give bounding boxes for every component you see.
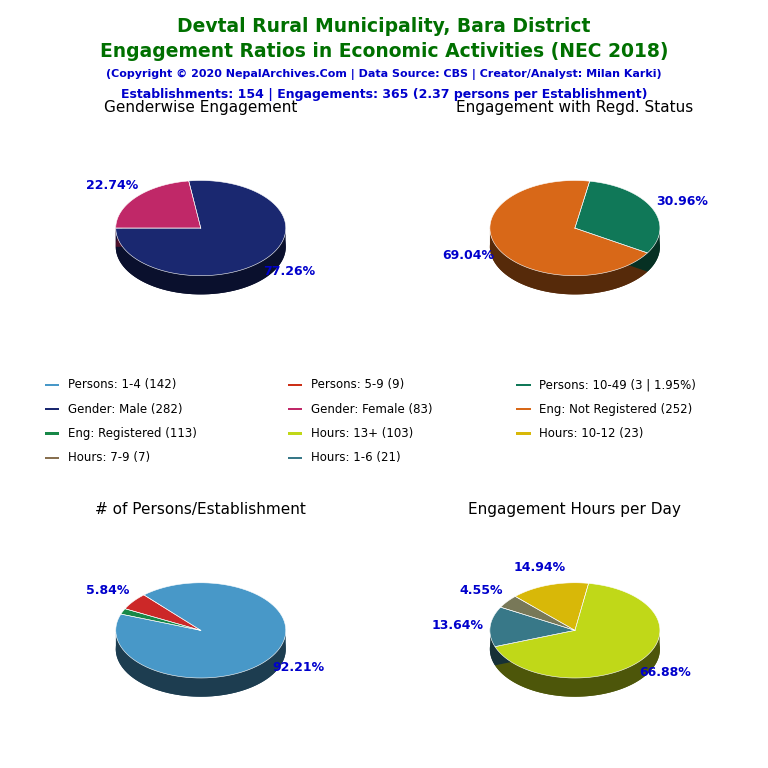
Polygon shape [515, 583, 588, 631]
Polygon shape [515, 601, 588, 649]
Bar [45, 432, 59, 435]
Polygon shape [116, 226, 286, 294]
Polygon shape [490, 226, 647, 294]
Polygon shape [490, 180, 647, 276]
Text: 22.74%: 22.74% [86, 178, 138, 191]
Title: Engagement with Regd. Status: Engagement with Regd. Status [456, 100, 694, 115]
Polygon shape [116, 627, 286, 697]
Text: Persons: 1-4 (142): Persons: 1-4 (142) [68, 379, 176, 392]
Polygon shape [495, 602, 660, 697]
Bar [45, 457, 59, 459]
Text: 14.94%: 14.94% [513, 561, 565, 574]
Polygon shape [647, 225, 660, 272]
Polygon shape [501, 597, 575, 631]
Bar [288, 383, 302, 386]
Polygon shape [116, 180, 286, 276]
Text: Gender: Female (83): Gender: Female (83) [310, 402, 432, 415]
Text: Hours: 1-6 (21): Hours: 1-6 (21) [310, 452, 400, 465]
Bar [45, 408, 59, 410]
Bar [516, 408, 531, 410]
Text: 13.64%: 13.64% [432, 619, 484, 631]
Bar [288, 408, 302, 410]
Polygon shape [116, 181, 200, 228]
Text: Hours: 10-12 (23): Hours: 10-12 (23) [539, 427, 644, 440]
Polygon shape [121, 627, 200, 649]
Text: 92.21%: 92.21% [272, 660, 324, 674]
Bar [45, 383, 59, 386]
Title: Engagement Hours per Day: Engagement Hours per Day [468, 502, 681, 518]
Text: Persons: 10-49 (3 | 1.95%): Persons: 10-49 (3 | 1.95%) [539, 379, 696, 392]
Polygon shape [501, 615, 575, 649]
Polygon shape [495, 584, 660, 678]
Polygon shape [490, 199, 647, 294]
Text: 30.96%: 30.96% [656, 194, 708, 207]
Polygon shape [125, 614, 200, 649]
Polygon shape [490, 626, 575, 665]
Polygon shape [575, 181, 660, 253]
Polygon shape [116, 601, 286, 697]
Text: Establishments: 154 | Engagements: 365 (2.37 persons per Establishment): Establishments: 154 | Engagements: 365 (… [121, 88, 647, 101]
Text: Hours: 13+ (103): Hours: 13+ (103) [310, 427, 413, 440]
Polygon shape [121, 609, 200, 631]
Bar [288, 457, 302, 459]
Bar [288, 432, 302, 435]
Polygon shape [116, 200, 200, 247]
Text: 69.04%: 69.04% [442, 249, 494, 262]
Text: Eng: Registered (113): Eng: Registered (113) [68, 427, 197, 440]
Text: Hours: 7-9 (7): Hours: 7-9 (7) [68, 452, 150, 465]
Text: Eng: Not Registered (252): Eng: Not Registered (252) [539, 402, 693, 415]
Text: Engagement Ratios in Economic Activities (NEC 2018): Engagement Ratios in Economic Activities… [100, 42, 668, 61]
Polygon shape [125, 595, 200, 631]
Text: 4.55%: 4.55% [460, 584, 503, 597]
Polygon shape [490, 607, 575, 647]
Text: 5.84%: 5.84% [86, 584, 130, 597]
Title: # of Persons/Establishment: # of Persons/Establishment [95, 502, 306, 518]
Polygon shape [575, 200, 660, 272]
Text: (Copyright © 2020 NepalArchives.Com | Data Source: CBS | Creator/Analyst: Milan : (Copyright © 2020 NepalArchives.Com | Da… [106, 69, 662, 80]
Polygon shape [495, 627, 660, 697]
Bar [516, 432, 531, 435]
Bar [516, 383, 531, 386]
Polygon shape [116, 583, 286, 678]
Text: 77.26%: 77.26% [263, 265, 316, 278]
Text: Devtal Rural Municipality, Bara District: Devtal Rural Municipality, Bara District [177, 17, 591, 36]
Polygon shape [490, 627, 495, 665]
Text: Gender: Male (282): Gender: Male (282) [68, 402, 182, 415]
Title: Genderwise Engagement: Genderwise Engagement [104, 100, 297, 115]
Polygon shape [116, 199, 286, 294]
Text: 66.88%: 66.88% [640, 666, 691, 679]
Text: Persons: 5-9 (9): Persons: 5-9 (9) [310, 379, 404, 392]
